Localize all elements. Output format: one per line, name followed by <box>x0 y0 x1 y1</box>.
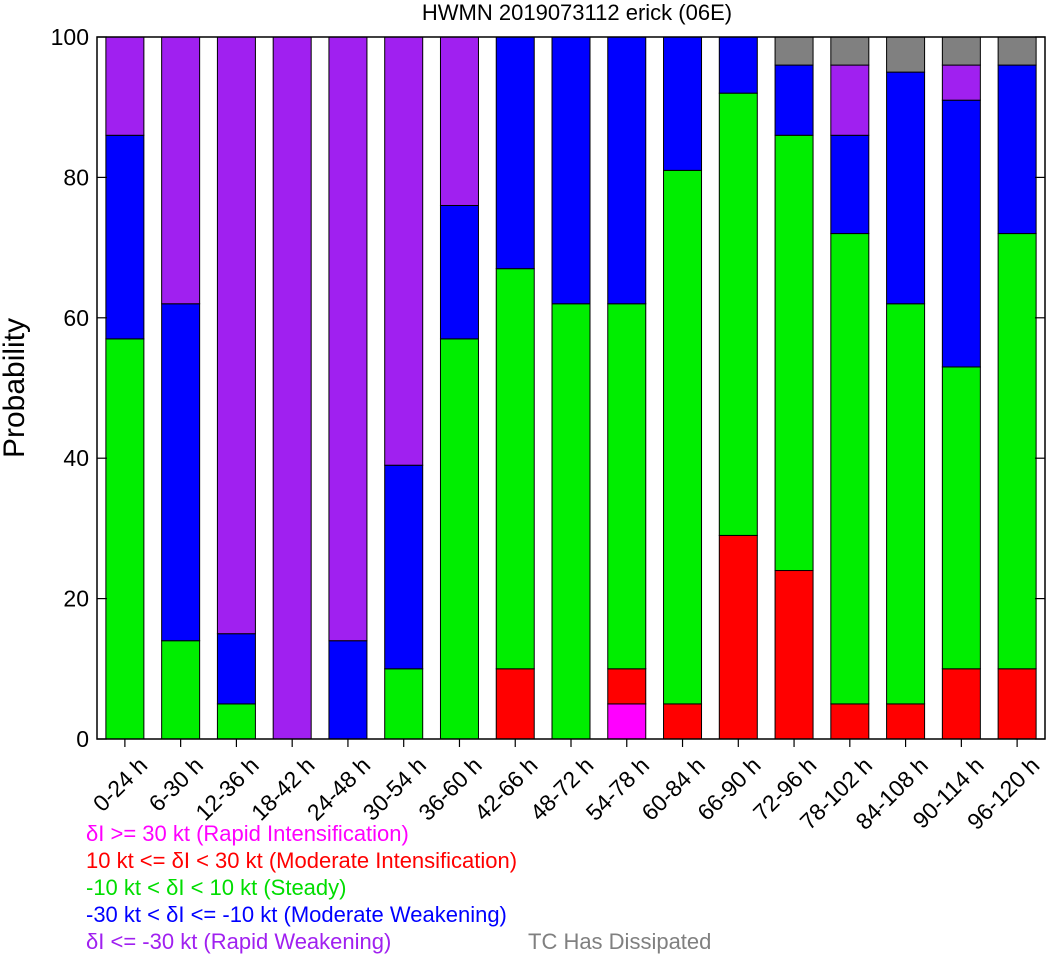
legend-steady: -10 kt < δI < 10 kt (Steady) <box>86 875 347 900</box>
bar-segment-mw-5 <box>384 464 424 670</box>
bar-segment-mi-13 <box>830 703 870 740</box>
bar-segments <box>105 36 1037 740</box>
bar-segment-st-6 <box>439 338 479 740</box>
y-tick-label-80: 80 <box>63 164 89 190</box>
y-axis-label: Probability <box>0 318 31 458</box>
bar-segment-mw-16 <box>997 64 1037 235</box>
bar-segment-st-14 <box>886 303 926 705</box>
bar-segment-rw-4 <box>328 36 368 642</box>
bar-segment-st-15 <box>941 366 981 670</box>
y-tick-label-100: 100 <box>51 24 89 50</box>
bar-segment-dis-16 <box>997 36 1037 66</box>
bar-segment-mw-10 <box>663 36 703 171</box>
plot-frame <box>96 36 1046 740</box>
bar-segment-st-5 <box>384 668 424 740</box>
bar-segment-st-10 <box>663 169 703 705</box>
bar-segment-rw-0 <box>105 36 145 136</box>
bar-segment-mw-2 <box>216 633 256 705</box>
bar-segment-mi-14 <box>886 703 926 740</box>
bar-segment-mw-12 <box>774 64 814 136</box>
bar-segment-rw-1 <box>161 36 201 305</box>
bar-segment-ri-9 <box>607 703 647 740</box>
bar-segment-mw-4 <box>328 640 368 740</box>
y-tick-label-0: 0 <box>76 726 89 752</box>
bar-segment-mi-7 <box>495 668 535 740</box>
bar-segment-st-11 <box>718 92 758 536</box>
bar-segment-mw-7 <box>495 36 535 270</box>
bar-segment-st-0 <box>105 338 145 740</box>
bar-segment-rw-15 <box>941 64 981 101</box>
bar-segment-mw-11 <box>718 36 758 94</box>
x-tick-label-0: 0-24 h <box>88 752 153 817</box>
legend: δI >= 30 kt (Rapid Intensification) 10 k… <box>86 820 711 955</box>
bar-segment-mi-15 <box>941 668 981 740</box>
bar-segment-dis-14 <box>886 36 926 73</box>
legend-rapid-weakening: δI <= -30 kt (Rapid Weakening) <box>86 929 392 954</box>
bar-segment-mw-13 <box>830 134 870 235</box>
bar-segment-mw-14 <box>886 71 926 305</box>
bar-segment-st-8 <box>551 303 591 740</box>
bar-segment-st-1 <box>161 640 201 740</box>
bar-segment-st-16 <box>997 233 1037 670</box>
bar-segment-rw-3 <box>272 36 312 740</box>
bar-segment-mw-15 <box>941 99 981 368</box>
legend-moderate-weakening: -30 kt < δI <= -10 kt (Moderate Weakenin… <box>86 902 507 927</box>
bar-segment-mi-16 <box>997 668 1037 740</box>
bar-segment-mw-6 <box>439 204 479 340</box>
bar-segment-st-12 <box>774 134 814 572</box>
bar-segment-rw-13 <box>830 64 870 136</box>
legend-moderate-intensification: 10 kt <= δI < 30 kt (Moderate Intensific… <box>86 848 518 873</box>
bar-segment-mi-10 <box>663 703 703 740</box>
bar-segment-st-9 <box>607 303 647 670</box>
y-tick-label-60: 60 <box>63 305 89 331</box>
bar-segment-dis-13 <box>830 36 870 66</box>
bar-segment-rw-5 <box>384 36 424 466</box>
bar-segment-rw-6 <box>439 36 479 206</box>
bar-segment-st-2 <box>216 703 256 740</box>
legend-dissipated: TC Has Dissipated <box>528 929 712 954</box>
bar-segment-mw-9 <box>607 36 647 305</box>
bar-segment-st-7 <box>495 268 535 670</box>
bar-segment-mw-8 <box>551 36 591 305</box>
y-tick-label-40: 40 <box>63 445 89 471</box>
legend-rapid-intensification: δI >= 30 kt (Rapid Intensification) <box>86 821 409 846</box>
bar-segment-st-13 <box>830 233 870 705</box>
bar-segment-dis-12 <box>774 36 814 66</box>
y-tick-label-20: 20 <box>63 586 89 612</box>
bar-segment-mi-9 <box>607 668 647 705</box>
bar-segment-mi-11 <box>718 534 758 740</box>
y-axis-ticks: 0 20 40 60 80 100 <box>51 24 1045 752</box>
chart-title: HWMN 2019073112 erick (06E) <box>422 0 732 25</box>
bar-segment-mw-0 <box>105 134 145 340</box>
bar-segment-mw-1 <box>161 303 201 642</box>
bar-segment-mi-12 <box>774 570 814 740</box>
bar-segment-dis-15 <box>941 36 981 66</box>
bar-segment-rw-2 <box>216 36 256 635</box>
